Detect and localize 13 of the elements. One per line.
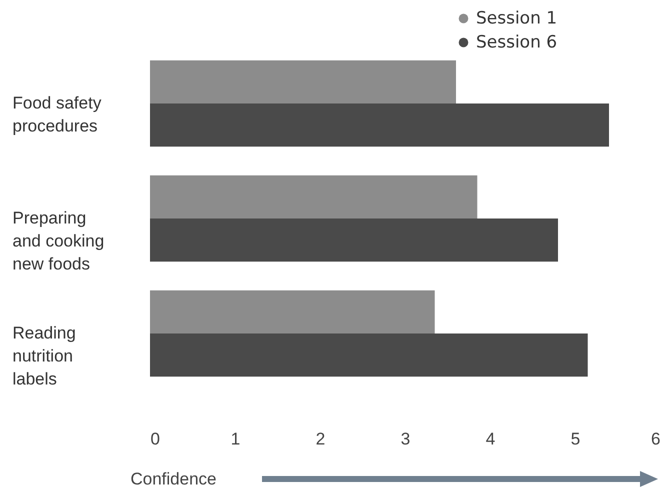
x-tick-label: 5 — [570, 430, 580, 448]
x-tick-label: 6 — [651, 430, 660, 448]
x-axis-title: Confidence — [130, 470, 217, 488]
x-tick-label: 1 — [230, 430, 240, 448]
y-tick-label: Food safety procedures — [12, 94, 102, 136]
legend-label: Session 1 — [476, 8, 558, 28]
y-tick-label: Preparing and cooking new foods — [12, 208, 104, 274]
legend-label: Session 6 — [476, 32, 558, 52]
x-tick-label: 4 — [486, 430, 496, 448]
x-tick-label: 0 — [150, 430, 160, 448]
x-tick-label: 2 — [316, 430, 326, 448]
x-tick-label: 3 — [400, 430, 410, 448]
y-tick-label: Reading nutrition labels — [12, 324, 76, 388]
